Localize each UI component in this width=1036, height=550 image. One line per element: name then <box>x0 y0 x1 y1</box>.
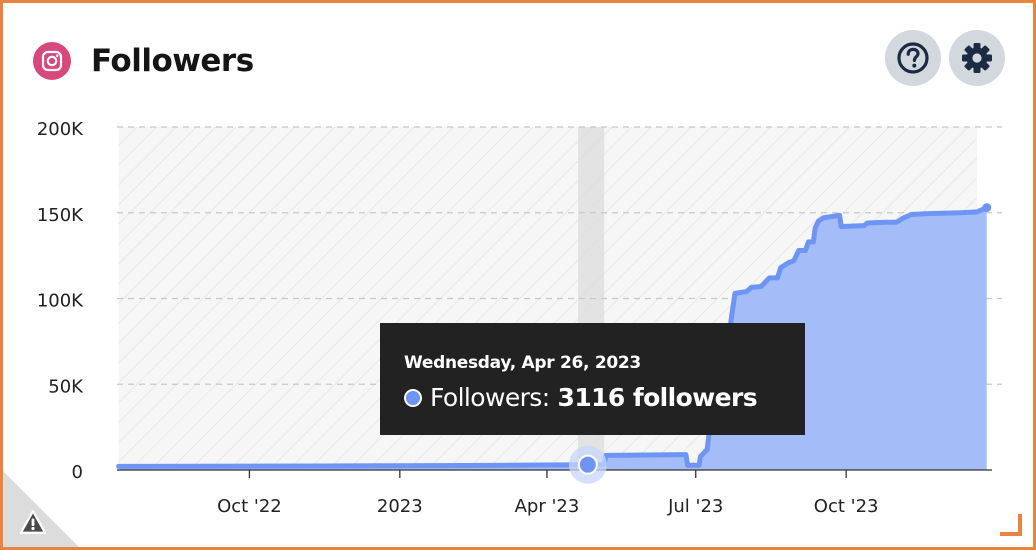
tooltip-value: 3116 followers <box>557 383 758 412</box>
warning-corner[interactable] <box>3 471 79 547</box>
y-tick-label: 100K <box>37 291 84 312</box>
x-tick-label: Oct '22 <box>217 496 282 517</box>
x-tick-label: Oct '23 <box>814 496 879 517</box>
x-tick-label: Apr '23 <box>515 496 580 517</box>
x-tick-label: 2023 <box>377 496 423 517</box>
warning-triangle-icon[interactable] <box>19 509 47 535</box>
question-circle-icon <box>897 42 929 74</box>
y-tick-label: 150K <box>37 205 84 226</box>
widget-title: Followers <box>91 43 254 79</box>
series-marker-icon <box>404 388 422 407</box>
gear-icon <box>962 43 992 73</box>
x-tick-label: Jul '23 <box>667 496 723 517</box>
resize-handle[interactable] <box>1000 514 1022 536</box>
tooltip-row: Followers: 3116 followers <box>404 383 805 412</box>
help-button[interactable] <box>885 30 941 86</box>
y-tick-label: 50K <box>48 376 84 397</box>
chart-tooltip: Wednesday, Apr 26, 2023 Followers: 3116 … <box>380 323 805 435</box>
y-tick-label: 200K <box>37 119 84 140</box>
series-end-point <box>982 203 992 213</box>
settings-button[interactable] <box>949 30 1005 86</box>
widget-header: Followers <box>33 39 254 83</box>
instagram-icon <box>33 42 71 80</box>
followers-line <box>116 205 990 469</box>
tooltip-date: Wednesday, Apr 26, 2023 <box>404 353 641 373</box>
tooltip-series-label: Followers: <box>430 383 550 412</box>
hover-point <box>577 454 598 475</box>
